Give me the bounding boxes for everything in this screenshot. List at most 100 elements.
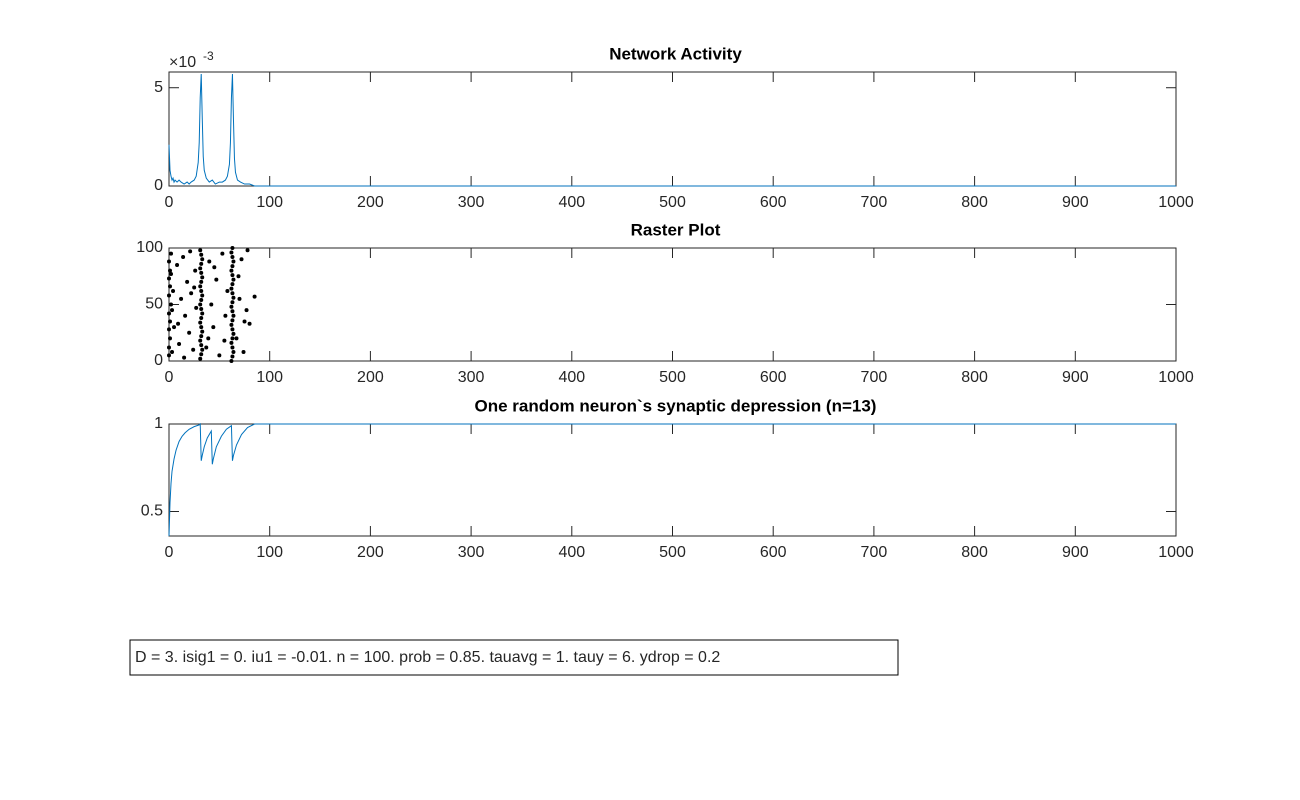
y-tick-label: 1 bbox=[154, 415, 163, 432]
axes-box bbox=[168, 71, 1177, 187]
spike-dot bbox=[181, 255, 186, 260]
spike-dot bbox=[172, 325, 177, 330]
spike-dot bbox=[167, 311, 171, 316]
spike-dot bbox=[169, 251, 174, 256]
spike-dot bbox=[199, 261, 204, 266]
spike-dot bbox=[179, 296, 184, 301]
spike-dot bbox=[171, 288, 176, 293]
spike-dot bbox=[207, 259, 212, 264]
x-tick-label: 500 bbox=[659, 194, 686, 211]
x-tick-label: 600 bbox=[760, 194, 787, 211]
spike-dot bbox=[199, 307, 204, 312]
spike-dot bbox=[167, 259, 171, 264]
spike-dot bbox=[198, 356, 203, 361]
annotation-text: D = 3. isig1 = 0. iu1 = -0.01. n = 100. … bbox=[135, 649, 720, 666]
spike-dot bbox=[231, 277, 236, 282]
spike-dot bbox=[199, 270, 204, 275]
x-tick-label: 600 bbox=[760, 544, 787, 561]
x-tick-label: 500 bbox=[659, 369, 686, 386]
spike-dot bbox=[167, 345, 171, 350]
chart-title: One random neuron`s synaptic depression … bbox=[475, 396, 877, 415]
spike-dot bbox=[241, 349, 246, 354]
annotation-box bbox=[129, 639, 899, 676]
spike-dot bbox=[183, 313, 188, 318]
x-tick-label: 800 bbox=[961, 369, 988, 386]
y-tick-label: 0 bbox=[154, 352, 163, 369]
spike-dot bbox=[167, 327, 171, 332]
x-tick-label: 400 bbox=[558, 544, 585, 561]
chart-title: Network Activity bbox=[609, 44, 742, 63]
spike-dot bbox=[170, 308, 175, 313]
x-tick-label: 800 bbox=[961, 194, 988, 211]
spike-dot bbox=[199, 297, 204, 302]
chart-title: Raster Plot bbox=[631, 220, 721, 239]
spike-dot bbox=[167, 276, 171, 281]
spike-dot bbox=[212, 265, 217, 270]
spike-dot bbox=[230, 345, 235, 350]
x-tick-label: 700 bbox=[861, 544, 888, 561]
y-tick-label: 100 bbox=[136, 239, 163, 256]
spike-dot bbox=[200, 311, 205, 316]
spike-dot bbox=[168, 268, 173, 273]
spike-dot bbox=[194, 305, 199, 310]
spike-dot bbox=[236, 274, 241, 279]
spike-dot bbox=[170, 349, 175, 354]
spike-dot bbox=[167, 353, 171, 358]
x-tick-label: 400 bbox=[558, 369, 585, 386]
spike-dot bbox=[230, 264, 235, 269]
spike-dot bbox=[185, 279, 190, 284]
spike-dot bbox=[168, 319, 173, 324]
x-tick-label: 900 bbox=[1062, 369, 1089, 386]
x-tick-label: 1000 bbox=[1158, 544, 1194, 561]
spike-dot bbox=[247, 321, 252, 326]
spike-dot bbox=[177, 342, 182, 347]
spike-dot bbox=[199, 352, 204, 357]
spike-dot bbox=[223, 313, 228, 318]
spike-dot bbox=[167, 293, 171, 298]
spike-dot bbox=[217, 353, 222, 358]
x-tick-label: 300 bbox=[458, 369, 485, 386]
spike-dot bbox=[206, 336, 211, 341]
spike-dot bbox=[198, 266, 203, 271]
spike-dot bbox=[209, 302, 214, 307]
spike-dot bbox=[187, 330, 192, 335]
spike-dot bbox=[188, 249, 193, 254]
spike-dot bbox=[193, 268, 198, 273]
spike-dot bbox=[230, 318, 235, 323]
spike-dot bbox=[198, 284, 203, 289]
spike-dot bbox=[231, 295, 236, 300]
x-tick-label: 1000 bbox=[1158, 194, 1194, 211]
spike-dot bbox=[237, 296, 242, 301]
spike-dot bbox=[200, 329, 205, 334]
x-tick-label: 300 bbox=[458, 544, 485, 561]
spike-dot bbox=[198, 320, 203, 325]
spike-dot bbox=[198, 248, 203, 253]
spike-dot bbox=[199, 334, 204, 339]
y-tick-label: 0.5 bbox=[141, 503, 163, 520]
spike-dot bbox=[230, 309, 235, 314]
spike-dot bbox=[230, 255, 235, 260]
spike-dot bbox=[168, 336, 173, 341]
spike-dot bbox=[189, 291, 194, 296]
spike-dot bbox=[191, 347, 196, 352]
spike-dot bbox=[169, 302, 174, 307]
spike-dot bbox=[198, 302, 203, 307]
spike-dot bbox=[198, 338, 203, 343]
data-line bbox=[168, 422, 1176, 537]
spike-dot bbox=[230, 300, 235, 305]
spike-dot bbox=[222, 338, 227, 343]
spike-dot bbox=[230, 327, 235, 332]
spike-dot bbox=[199, 288, 204, 293]
spike-dot bbox=[169, 271, 174, 276]
spike-dot bbox=[211, 325, 216, 330]
x-tick-label: 100 bbox=[256, 194, 283, 211]
x-tick-label: 300 bbox=[458, 194, 485, 211]
x-tick-label: 900 bbox=[1062, 544, 1089, 561]
spike-dot bbox=[168, 284, 173, 289]
y-tick-label: 5 bbox=[154, 79, 163, 96]
x-tick-label: 800 bbox=[961, 544, 988, 561]
x-tick-label: 900 bbox=[1062, 194, 1089, 211]
spike-dot bbox=[230, 273, 235, 278]
spike-dot bbox=[230, 336, 235, 341]
